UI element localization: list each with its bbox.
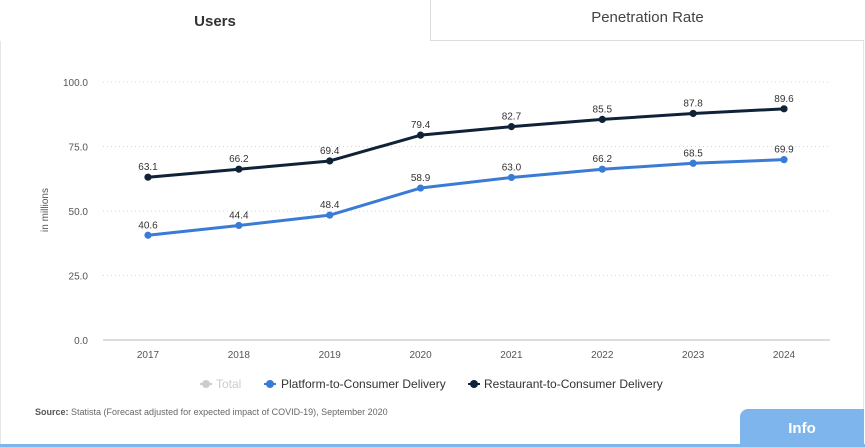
- data-point[interactable]: [326, 211, 334, 219]
- tab-penetration-rate[interactable]: Penetration Rate: [430, 0, 864, 41]
- data-point[interactable]: [507, 173, 516, 182]
- legend-marker[interactable]: [470, 380, 478, 388]
- y-tick-label: 50.0: [69, 207, 89, 218]
- data-point[interactable]: [598, 115, 606, 124]
- data-point[interactable]: [598, 165, 606, 173]
- data-point[interactable]: [689, 109, 697, 118]
- y-axis-label: in millions: [40, 188, 51, 232]
- x-tick-label: 2017: [137, 350, 160, 361]
- data-label: 85.5: [593, 104, 613, 115]
- x-tick-label: 2021: [500, 350, 523, 361]
- source-note: Source: Statista (Forecast adjusted for …: [35, 407, 388, 417]
- legend-marker[interactable]: [202, 380, 210, 388]
- y-tick-label: 75.0: [69, 143, 89, 154]
- legend-item-label[interactable]: Total: [216, 377, 241, 391]
- x-tick-label: 2023: [682, 350, 705, 361]
- data-point[interactable]: [144, 173, 152, 181]
- data-label: 68.5: [683, 148, 703, 159]
- data-point[interactable]: [507, 123, 516, 131]
- data-point[interactable]: [416, 131, 425, 139]
- y-tick-label: 25.0: [69, 272, 89, 283]
- data-label: 48.4: [320, 200, 340, 211]
- data-point[interactable]: [326, 157, 334, 165]
- axes: 0.0 25.0 50.0 75.0 100.0 2017 2018 2019 2020 2021…: [63, 78, 830, 361]
- x-tick-label: 2024: [773, 350, 796, 361]
- series-line: [147, 158, 785, 237]
- data-label: 69.4: [320, 146, 340, 157]
- data-label: 40.6: [138, 220, 158, 231]
- legend-item-label[interactable]: Restaurant-to-Consumer Delivery: [484, 377, 663, 391]
- data-point[interactable]: [235, 221, 243, 230]
- data-label: 79.4: [411, 120, 431, 131]
- data-label: 87.8: [683, 98, 703, 109]
- data-point[interactable]: [689, 159, 697, 167]
- legend-item-label[interactable]: Platform-to-Consumer Delivery: [281, 377, 446, 391]
- data-point[interactable]: [780, 105, 788, 113]
- y-tick-label: 100.0: [63, 78, 88, 89]
- tab-users[interactable]: Users: [0, 0, 430, 41]
- data-label: 66.2: [593, 154, 613, 165]
- x-tick-label: 2018: [228, 350, 251, 361]
- data-point[interactable]: [235, 165, 243, 173]
- data-point[interactable]: [780, 156, 788, 164]
- data-labels: 40.6 44.4 48.4 58.9 63.0 66.2 68.5 69.9 63.1 66.2…: [138, 94, 794, 231]
- y-tick-label: 0.0: [74, 336, 88, 347]
- x-tick-label: 2020: [409, 350, 432, 361]
- x-tick-label: 2022: [591, 350, 614, 361]
- data-label: 66.2: [229, 154, 249, 165]
- data-point[interactable]: [416, 184, 425, 192]
- series-line: [147, 107, 785, 179]
- data-label: 63.0: [502, 162, 522, 173]
- data-label: 63.1: [138, 162, 158, 173]
- data-label: 82.7: [502, 112, 522, 123]
- data-label: 58.9: [411, 173, 431, 184]
- tab-bar: Users Penetration Rate: [0, 0, 865, 42]
- info-button[interactable]: Info: [740, 409, 864, 447]
- data-label: 69.9: [774, 145, 794, 156]
- series: [144, 105, 788, 239]
- source-text: Statista (Forecast adjusted for expected…: [71, 407, 388, 417]
- legend-marker[interactable]: [266, 380, 274, 388]
- line-chart: 0.0 25.0 50.0 75.0 100.0 2017 2018 2019 2020 2021…: [40, 78, 830, 391]
- source-label: Source:: [35, 407, 69, 417]
- data-label: 44.4: [229, 210, 249, 221]
- legend: Total Platform-to-Consumer Delivery Restau…: [200, 377, 663, 391]
- x-tick-label: 2019: [319, 350, 342, 361]
- data-label: 89.6: [774, 94, 794, 105]
- data-point[interactable]: [144, 231, 152, 239]
- bottom-accent-line: [0, 444, 865, 447]
